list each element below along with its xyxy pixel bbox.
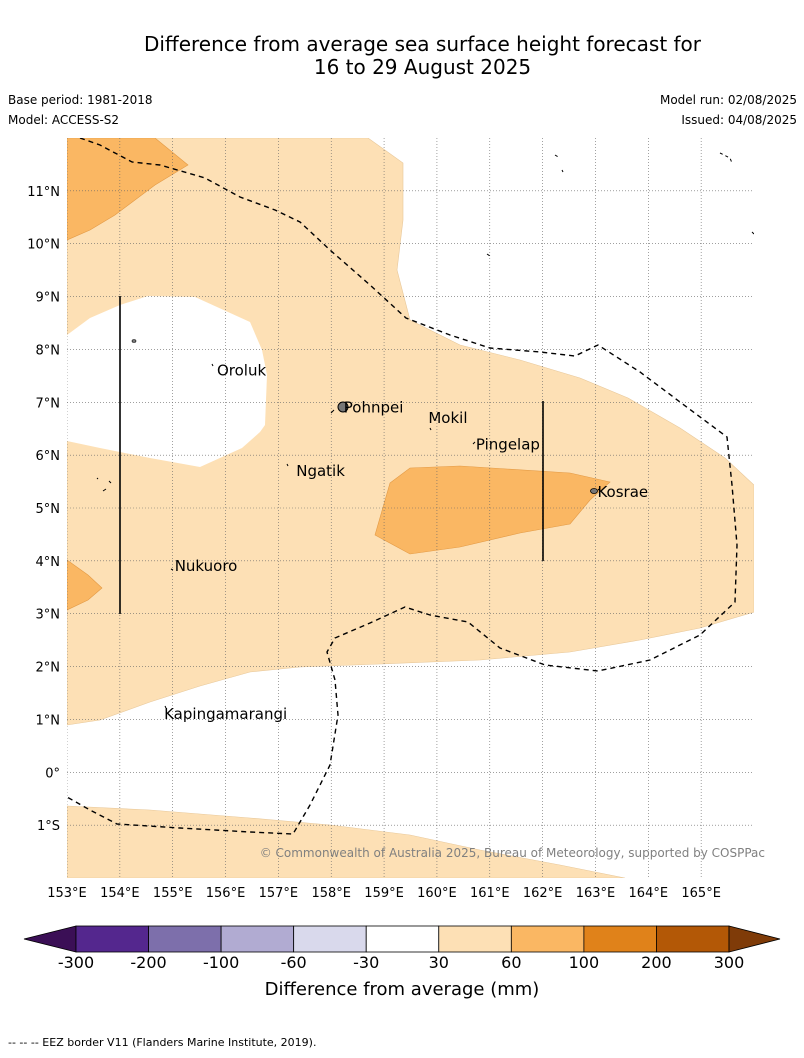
place-label-mokil: Mokil: [428, 409, 467, 427]
colorbar-extend-high: [728, 925, 781, 953]
anomaly-fields: [67, 138, 754, 878]
kosrae-island: [590, 488, 598, 494]
latitude-label: 6°N: [36, 449, 61, 464]
longitude-label: 157°E: [259, 886, 299, 901]
colorbar-segment: [293, 925, 367, 953]
latitude-label: 7°N: [36, 396, 61, 411]
colorbar: -300 -200 -100 -60 -30 30 60 100 200 300: [23, 925, 781, 972]
colorbar-tick-label: 60: [501, 953, 521, 972]
anomaly-area-30-60: [67, 138, 754, 726]
longitude-label: 161°E: [470, 886, 510, 901]
credit-text: © Commonwealth of Australia 2025, Bureau…: [260, 846, 765, 860]
eez-border-north-segment: [486, 152, 754, 257]
place-label-nukuoro: Nukuoro: [175, 557, 238, 575]
longitude-label: 153°E: [47, 886, 87, 901]
latitude-label: 4°N: [36, 555, 61, 570]
colorbar-title: Difference from average (mm): [265, 979, 540, 1000]
longitude-label: 165°E: [681, 886, 721, 901]
latitude-label: 2°N: [36, 661, 61, 676]
colorbar-tick-label: -60: [281, 953, 307, 972]
colorbar-tick-label: 200: [641, 953, 672, 972]
islet-west: [96, 477, 112, 492]
place-labels: Oroluk Pohnpei Mokil Pingelap Ngatik Kosrae Nu…: [164, 362, 648, 724]
anomaly-area-60-100-sw: [67, 559, 103, 611]
longitude-label: 154°E: [100, 886, 140, 901]
longitude-label: 160°E: [417, 886, 457, 901]
colorbar-extend-low: [23, 925, 77, 953]
anomaly-area-60-100-kosrae: [374, 465, 611, 555]
model-name: Model: ACCESS-S2: [8, 113, 120, 127]
colorbar-segment: [365, 925, 440, 953]
longitude-label: 163°E: [576, 886, 616, 901]
base-period: Base period: 1981-2018: [8, 93, 153, 107]
latitude-label: 10°N: [27, 238, 60, 253]
colorbar-segment: [510, 925, 585, 953]
grid-lines: [67, 138, 754, 878]
colorbar-segment: [220, 925, 295, 953]
anomaly-area-60-100-nw: [67, 138, 189, 241]
longitude-label: 159°E: [364, 886, 404, 901]
latitude-label: 3°N: [36, 608, 61, 623]
model-run: Model run: 02/08/2025: [659, 93, 797, 107]
colorbar-tick-label: -30: [353, 953, 379, 972]
colorbar-segment: [438, 925, 512, 953]
colorbar-tick-label: -200: [130, 953, 166, 972]
colorbar-tick-label: 30: [429, 953, 449, 972]
anomaly-area-30-60-south: [67, 805, 626, 878]
latitude-label: 11°N: [27, 185, 60, 200]
place-label-ngatik: Ngatik: [296, 462, 345, 480]
forecast-map: 11°N 10°N 9°N 8°N 7°N 6°N 5°N 4°N 3°N 2°N 1°N 0° 1°S…: [23, 138, 781, 1000]
place-label-pohnpei: Pohnpei: [344, 399, 404, 417]
latitude-label: 5°N: [36, 502, 61, 517]
eez-border: [67, 138, 738, 835]
colorbar-tick-label: 300: [714, 953, 745, 972]
atoll-ticks: [164, 169, 601, 709]
longitude-label: 155°E: [153, 886, 193, 901]
latitude-label: 9°N: [36, 291, 61, 306]
colorbar-segment: [148, 925, 222, 953]
title-line-2: 16 to 29 August 2025: [313, 55, 532, 79]
latitude-label: 1°N: [36, 713, 61, 728]
anomaly-gap-west: [67, 296, 267, 467]
longitude-label: 158°E: [311, 886, 351, 901]
latitude-label: 1°S: [37, 819, 60, 834]
place-label-oroluk: Oroluk: [217, 362, 266, 380]
latitude-label: 8°N: [36, 343, 61, 358]
place-label-kapingamarangi: Kapingamarangi: [164, 705, 287, 723]
colorbar-segment: [75, 925, 149, 953]
latitude-label: 0°: [45, 766, 60, 781]
issued-date: Issued: 04/08/2025: [681, 113, 797, 127]
longitude-labels: 153°E 154°E 155°E 156°E 157°E 158°E 159°E 160°E…: [47, 886, 721, 901]
colorbar-segment: [583, 925, 657, 953]
eez-footnote: -- -- -- EEZ border V11 (Flanders Marine…: [8, 1036, 317, 1049]
pohnpei-island: [337, 401, 349, 413]
longitude-label: 156°E: [206, 886, 246, 901]
colorbar-segment: [656, 925, 730, 953]
colorbar-tick-label: -300: [58, 953, 94, 972]
place-label-pingelap: Pingelap: [476, 436, 540, 454]
longitude-label: 164°E: [629, 886, 669, 901]
latitude-labels: 11°N 10°N 9°N 8°N 7°N 6°N 5°N 4°N 3°N 2°N 1°N 0° 1°S: [27, 185, 60, 834]
place-label-kosrae: Kosrae: [597, 483, 648, 501]
title-line-1: Difference from average sea surface heig…: [143, 32, 702, 56]
colorbar-tick-label: -100: [203, 953, 239, 972]
islet-154e-8n: [131, 339, 137, 343]
colorbar-tick-label: 100: [569, 953, 600, 972]
longitude-label: 162°E: [523, 886, 563, 901]
chart-title: Difference from average sea surface heig…: [0, 33, 804, 79]
